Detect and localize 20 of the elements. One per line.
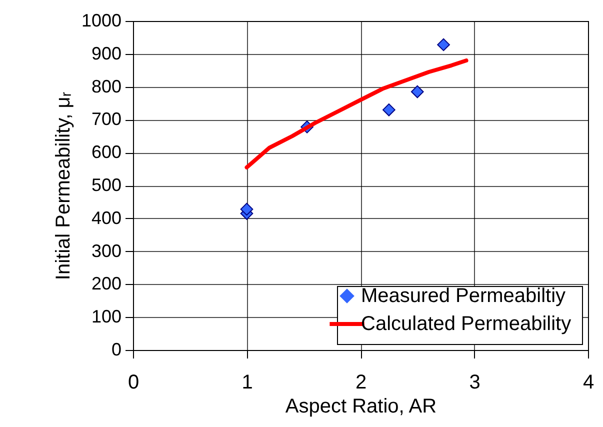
x-tick-label: 4 xyxy=(582,372,594,394)
y-axis-title: Initial Permeability, μᵣ xyxy=(52,92,74,280)
legend-label: Measured Permeabiltiy xyxy=(361,285,566,307)
y-tick-label: 100 xyxy=(91,306,122,327)
y-tick-label: 800 xyxy=(91,76,122,96)
x-axis-title: Aspect Ratio, AR xyxy=(285,396,437,418)
legend-label: Calculated Permeability xyxy=(361,313,572,335)
y-tick-label: 900 xyxy=(91,43,122,64)
y-tick-label: 600 xyxy=(91,142,122,162)
x-tick-label: 2 xyxy=(355,372,367,394)
x-tick-label: 1 xyxy=(242,372,253,394)
y-tick-label: 500 xyxy=(91,175,122,195)
y-tick-label: 300 xyxy=(91,240,122,261)
x-tick-label: 0 xyxy=(128,372,140,394)
y-tick-label: 400 xyxy=(91,208,122,228)
y-tick-label: 700 xyxy=(91,109,122,130)
y-tick-label: 200 xyxy=(91,274,122,294)
x-tick-label: 3 xyxy=(469,372,480,394)
y-tick-label: 0 xyxy=(111,340,122,360)
y-tick-label: 1000 xyxy=(81,10,122,30)
